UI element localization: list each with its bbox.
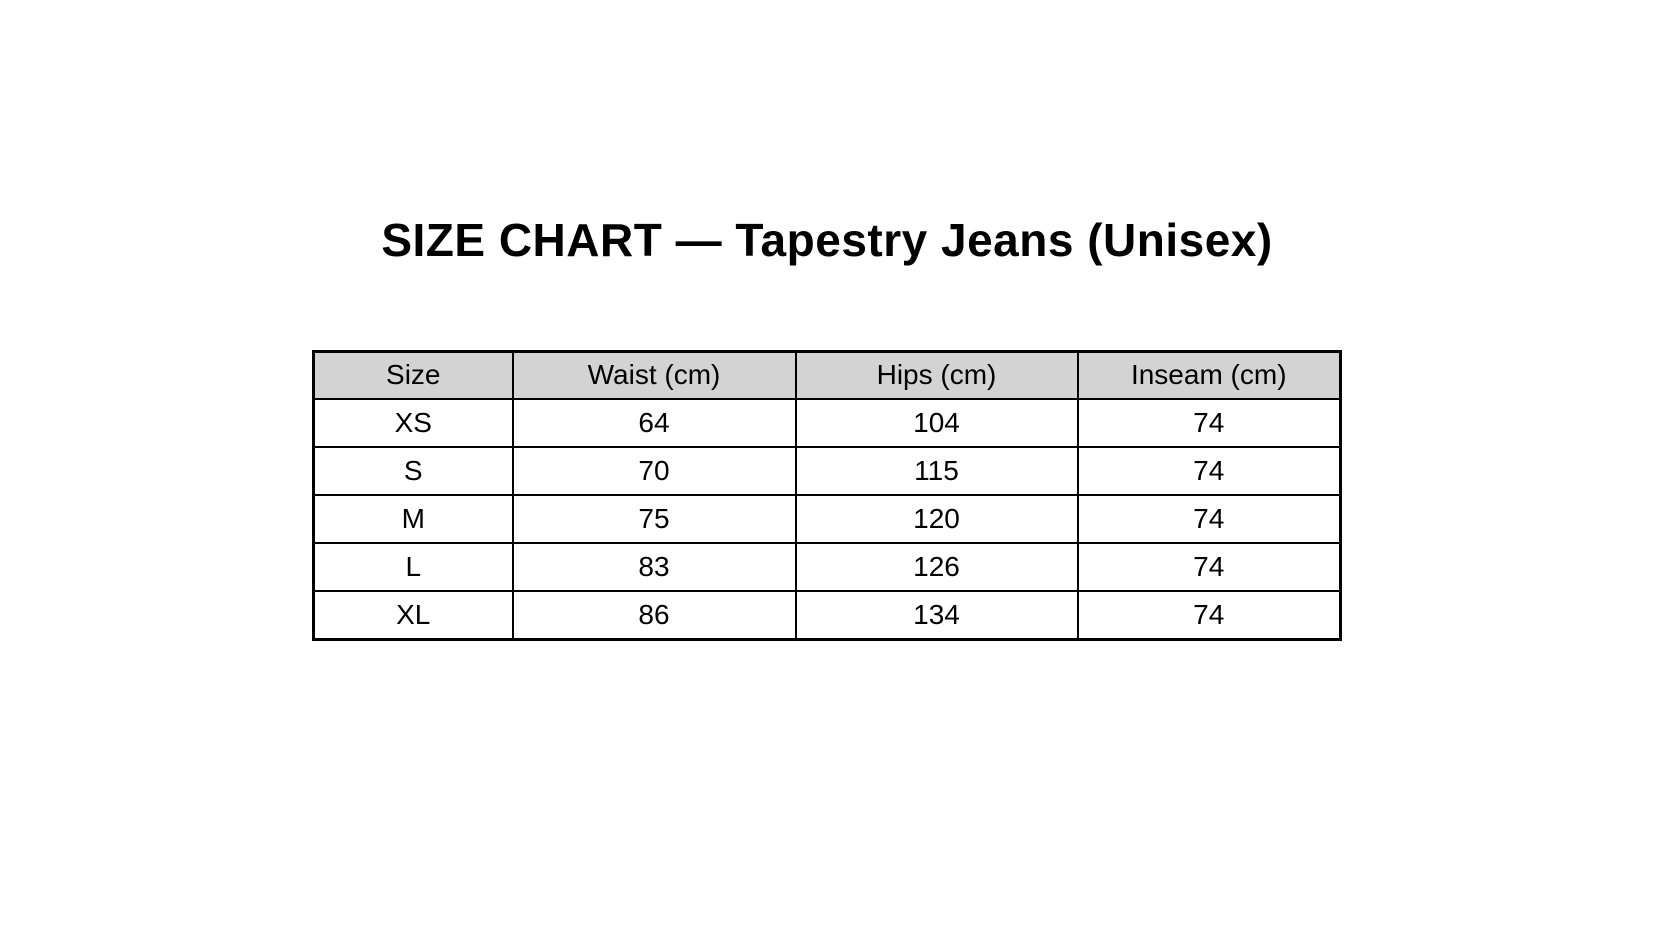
size-chart-table-container: Size Waist (cm) Hips (cm) Inseam (cm) XS… — [312, 350, 1342, 641]
table-row: M 75 120 74 — [312, 494, 1342, 544]
page-title: SIZE CHART — Tapestry Jeans (Unisex) — [381, 214, 1273, 266]
size-chart-table: Size Waist (cm) Hips (cm) Inseam (cm) XS… — [312, 350, 1342, 641]
cell-inseam: 74 — [1076, 590, 1342, 641]
cell-hips: 126 — [794, 542, 1079, 592]
column-header-inseam: Inseam (cm) — [1076, 350, 1342, 400]
table-row: XL 86 134 74 — [312, 590, 1342, 641]
cell-size: M — [312, 494, 514, 544]
cell-inseam: 74 — [1076, 446, 1342, 496]
table-row: S 70 115 74 — [312, 446, 1342, 496]
cell-waist: 83 — [511, 542, 797, 592]
cell-size: XL — [312, 590, 514, 641]
cell-waist: 75 — [511, 494, 797, 544]
cell-waist: 86 — [511, 590, 797, 641]
column-header-waist: Waist (cm) — [511, 350, 797, 400]
column-header-size: Size — [312, 350, 514, 400]
cell-size: S — [312, 446, 514, 496]
cell-inseam: 74 — [1076, 542, 1342, 592]
cell-hips: 120 — [794, 494, 1079, 544]
table-header-row: Size Waist (cm) Hips (cm) Inseam (cm) — [312, 350, 1342, 400]
column-header-hips: Hips (cm) — [794, 350, 1079, 400]
cell-size: L — [312, 542, 514, 592]
cell-hips: 115 — [794, 446, 1079, 496]
cell-waist: 64 — [511, 398, 797, 448]
cell-inseam: 74 — [1076, 398, 1342, 448]
cell-waist: 70 — [511, 446, 797, 496]
cell-inseam: 74 — [1076, 494, 1342, 544]
cell-hips: 134 — [794, 590, 1079, 641]
cell-size: XS — [312, 398, 514, 448]
table-row: L 83 126 74 — [312, 542, 1342, 592]
cell-hips: 104 — [794, 398, 1079, 448]
table-row: XS 64 104 74 — [312, 398, 1342, 448]
